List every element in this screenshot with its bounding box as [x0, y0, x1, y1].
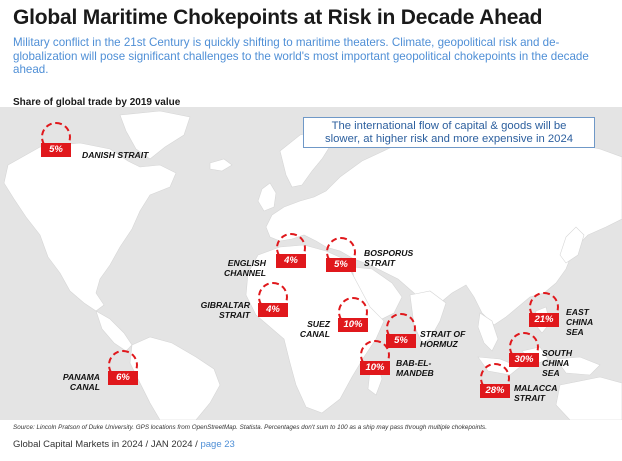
label-south-china-sea: SOUTH CHINA SEA [542, 348, 573, 378]
label-east-china-sea: EAST CHINA SEA [566, 307, 594, 337]
page-subtitle: Military conflict in the 21st Century is… [13, 36, 589, 76]
marker-bab-el-mandeb: 10% [355, 340, 395, 380]
callout-box: The international flow of capital & good… [303, 117, 595, 148]
page-title: Global Maritime Chokepoints at Risk in D… [13, 6, 543, 29]
marker-east-china-sea: 21% [524, 292, 564, 332]
footer: Global Capital Markets in 2024 / JAN 202… [13, 439, 235, 450]
marker-value: 5% [326, 258, 356, 272]
marker-danish-strait: 5% [36, 122, 76, 162]
label-english-channel: ENGLISH CHANNEL [223, 258, 266, 278]
source-note: Source: Lincoln Pratson of Duke Universi… [13, 424, 487, 431]
marker-value: 30% [509, 353, 539, 367]
marker-panama-canal: 6% [103, 350, 143, 390]
footer-page-link[interactable]: page 23 [200, 439, 235, 450]
callout-line-2: slower, at higher risk and more expensiv… [324, 133, 574, 145]
marker-malacca-strait: 28% [475, 363, 515, 403]
label-gibraltar-strait: GIBRALTAR STRAIT [200, 300, 250, 320]
marker-suez-canal: 10% [333, 297, 373, 337]
footer-text: Global Capital Markets in 2024 / JAN 202… [13, 439, 201, 450]
label-panama-canal: PANAMA CANAL [62, 372, 100, 392]
marker-value: 28% [480, 384, 510, 398]
label-suez-canal: SUEZ CANAL [299, 319, 330, 339]
marker-value: 4% [258, 303, 288, 317]
marker-bosporus-strait: 5% [321, 237, 361, 277]
share-label: Share of global trade by 2019 value [13, 97, 181, 108]
world-map [0, 107, 622, 420]
marker-value: 21% [529, 313, 559, 327]
marker-value: 4% [276, 254, 306, 268]
marker-value: 10% [360, 361, 390, 375]
label-malacca-strait: MALACCA STRAIT [514, 383, 558, 403]
label-bab-el-mandeb: BAB-EL- MANDEB [396, 358, 434, 378]
marker-value: 6% [108, 371, 138, 385]
marker-value: 5% [386, 334, 416, 348]
marker-gibraltar-strait: 4% [253, 282, 293, 322]
label-bosporus-strait: BOSPORUS STRAIT [364, 248, 414, 268]
callout-line-1: The international flow of capital & good… [331, 120, 567, 132]
marker-strait-of-hormuz: 5% [381, 313, 421, 353]
label-strait-of-hormuz: STRAIT OF HORMUZ [420, 329, 466, 349]
marker-value: 5% [41, 143, 71, 157]
label-danish-strait: DANISH STRAIT [82, 150, 149, 160]
marker-value: 10% [338, 318, 368, 332]
world-map-land [3, 110, 622, 420]
marker-south-china-sea: 30% [504, 332, 544, 372]
marker-english-channel: 4% [271, 233, 311, 273]
